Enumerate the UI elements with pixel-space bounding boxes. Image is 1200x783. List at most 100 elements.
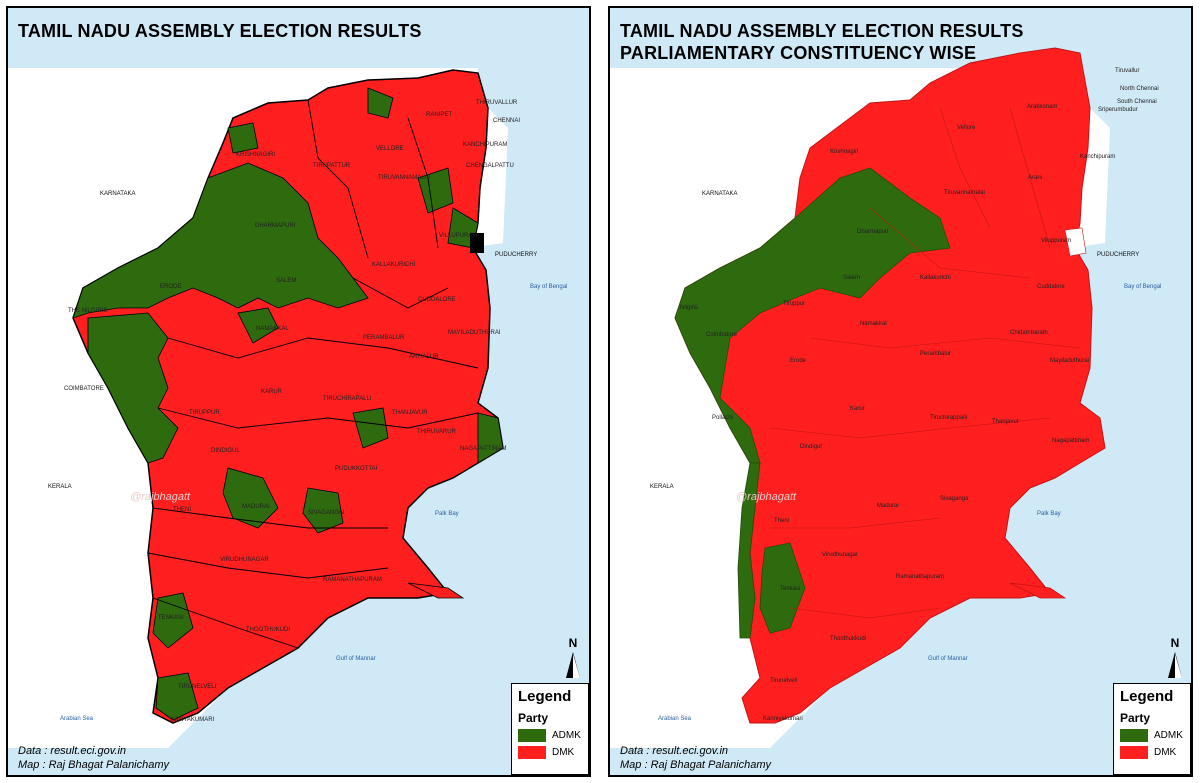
legend-swatch-admk: [1120, 729, 1148, 742]
map-title: TAMIL NADU ASSEMBLY ELECTION RESULTS: [18, 21, 422, 41]
constituency-label: Viluppuram: [1041, 238, 1072, 244]
constituency-label: Thanjavur: [992, 419, 1019, 425]
district-label: NAMAKKAL: [256, 326, 289, 332]
map-title: TAMIL NADU ASSEMBLY ELECTION RESULTS PAR…: [620, 20, 1024, 64]
legend-title: Legend: [1120, 688, 1174, 705]
district-label: TIRUVANNAMALAI: [378, 175, 431, 181]
district-label: THIRUVARUR: [417, 429, 456, 435]
constituency-label: North Chennai: [1120, 86, 1159, 92]
label-puducherry: PUDUCHERRY: [1097, 252, 1140, 258]
district-label: KARUR: [261, 389, 283, 395]
constituency-label: Tiruchirappalli: [930, 415, 968, 421]
watermark: @rajbhagatt: [736, 491, 797, 503]
district-label: TIRUNELVELI: [178, 684, 217, 690]
constituency-label: Cuddalore: [1037, 284, 1065, 290]
district-label: KANCHIPURAM: [463, 142, 508, 148]
district-label: VILLUPURAM: [439, 233, 478, 239]
rameswaram-island: [1009, 582, 1067, 599]
district-label: NAGAPATTINAM: [460, 446, 507, 452]
constituency-boundaries: [769, 107, 1081, 619]
constituency-label: Madurai: [877, 503, 899, 509]
district-label: DINDIGUL: [211, 448, 240, 454]
constituency-label: Chidambaram: [1010, 330, 1048, 336]
puducherry-enclave: [1064, 227, 1087, 257]
district-label: THANJAVUR: [392, 410, 428, 416]
district-label: RAMANATHAPURAM: [323, 577, 382, 583]
constituency-label: Namakkal: [860, 321, 887, 327]
parliamentary-map: [610, 47, 1110, 748]
constituency-label: Kanchipuram: [1080, 154, 1116, 160]
constituency-label: Coimbatore: [706, 332, 738, 338]
district-label: VELLORE: [376, 146, 404, 152]
map-title-line2: PARLIAMENTARY CONSTITUENCY WISE: [620, 43, 977, 63]
constituency-label: Dindigul: [800, 444, 822, 450]
constituency-label: Tiruvallur: [1115, 68, 1140, 74]
assembly-map: [8, 68, 508, 748]
constituency-label: Kanniyakumari: [763, 716, 803, 722]
credits: Data : result.eci.gov.in Map : Raj Bhaga…: [18, 744, 169, 772]
credit-data: Data : result.eci.gov.in: [620, 745, 729, 757]
legend-swatch-dmk: [518, 746, 546, 759]
district-label: CUDDALORE: [418, 297, 456, 303]
legend-label-dmk: DMK: [552, 747, 575, 758]
constituency-label: Dharmapuri: [857, 229, 889, 235]
constituency-label: Nilgiris: [680, 305, 698, 311]
north-arrow: N: [563, 636, 583, 682]
district-label: TIRUPATTUR: [313, 163, 351, 169]
constituency-label: Sivaganga: [940, 496, 969, 502]
legend-subtitle: Party: [1120, 711, 1151, 725]
puducherry-enclave: [470, 233, 484, 253]
label-gulf-of-mannar: Gulf of Mannar: [928, 656, 968, 662]
district-label: CHENNAI: [493, 118, 521, 124]
north-letter: N: [568, 636, 578, 650]
district-label: TIRUCHIRAPALLI: [323, 396, 372, 402]
constituency-label: Krishnagiri: [830, 149, 859, 155]
label-bay-of-bengal: Bay of Bengal: [1124, 284, 1162, 290]
constituency-label: Thoothukkudi: [830, 636, 867, 642]
label-palk-bay: Palk Bay: [1037, 511, 1061, 517]
constituency-label: Kallakurichi: [920, 275, 951, 281]
legend-swatch-admk: [518, 729, 546, 742]
constituency-label: Ramanathapuram: [896, 574, 945, 580]
legend-label-dmk: DMK: [1154, 747, 1177, 758]
legend-item-dmk: DMK: [518, 746, 582, 759]
constituency-label: Tiruppur: [783, 301, 806, 307]
district-label: THENI: [173, 507, 191, 513]
legend-label-admk: ADMK: [552, 730, 581, 741]
district-label: RANIPET: [426, 112, 453, 118]
district-label: MAYILADUTHURAI: [448, 330, 501, 336]
constituency-label: Arani: [1028, 175, 1043, 181]
district-label: THOOTHUKUDI: [246, 627, 290, 633]
constituency-label: Mayiladuthurai: [1050, 358, 1090, 364]
district-label: SIVAGANGAI: [308, 510, 345, 516]
north-arrow: N: [1165, 636, 1185, 682]
constituency-label: Tiruvannamalai: [944, 190, 985, 196]
watermark: @rajbhagatt: [130, 491, 191, 503]
legend-subtitle: Party: [518, 711, 549, 725]
label-bay-of-bengal: Bay of Bengal: [530, 284, 568, 290]
north-letter: N: [1170, 636, 1180, 650]
district-label: KALLAKURICHI: [372, 262, 416, 268]
district-label: DHARMAPURI: [255, 223, 296, 229]
label-palk-bay: Palk Bay: [435, 511, 459, 517]
district-label: ERODE: [160, 284, 182, 290]
district-label: MADURAI: [242, 504, 270, 510]
label-arabian-sea: Arabian Sea: [658, 716, 692, 722]
legend-item-admk: ADMK: [518, 729, 582, 742]
rameswaram-island: [407, 582, 465, 599]
district-label: PUDUKKOTTAI: [335, 466, 378, 472]
district-label: ARIYALUR: [409, 354, 439, 360]
district-label: THE NILGIRIS: [68, 308, 108, 314]
assembly-map-panel: TAMIL NADU ASSEMBLY ELECTION RESULTS KAR…: [6, 6, 591, 777]
district-label: COIMBATORE: [64, 386, 104, 392]
district-label: VIRUDHUNAGAR: [220, 557, 269, 563]
label-karnataka: KARNATAKA: [100, 191, 136, 197]
parliamentary-map-panel: TAMIL NADU ASSEMBLY ELECTION RESULTS PAR…: [608, 6, 1193, 777]
constituency-label: Arakkonam: [1027, 104, 1058, 110]
legend-swatch-dmk: [1120, 746, 1148, 759]
credits: Data : result.eci.gov.in Map : Raj Bhaga…: [620, 744, 771, 772]
constituency-label: Nagapattinam: [1052, 438, 1090, 444]
district-boundaries: [147, 99, 479, 649]
district-label: TIRUPPUR: [189, 410, 220, 416]
constituency-label: Tirunelveli: [770, 678, 798, 684]
